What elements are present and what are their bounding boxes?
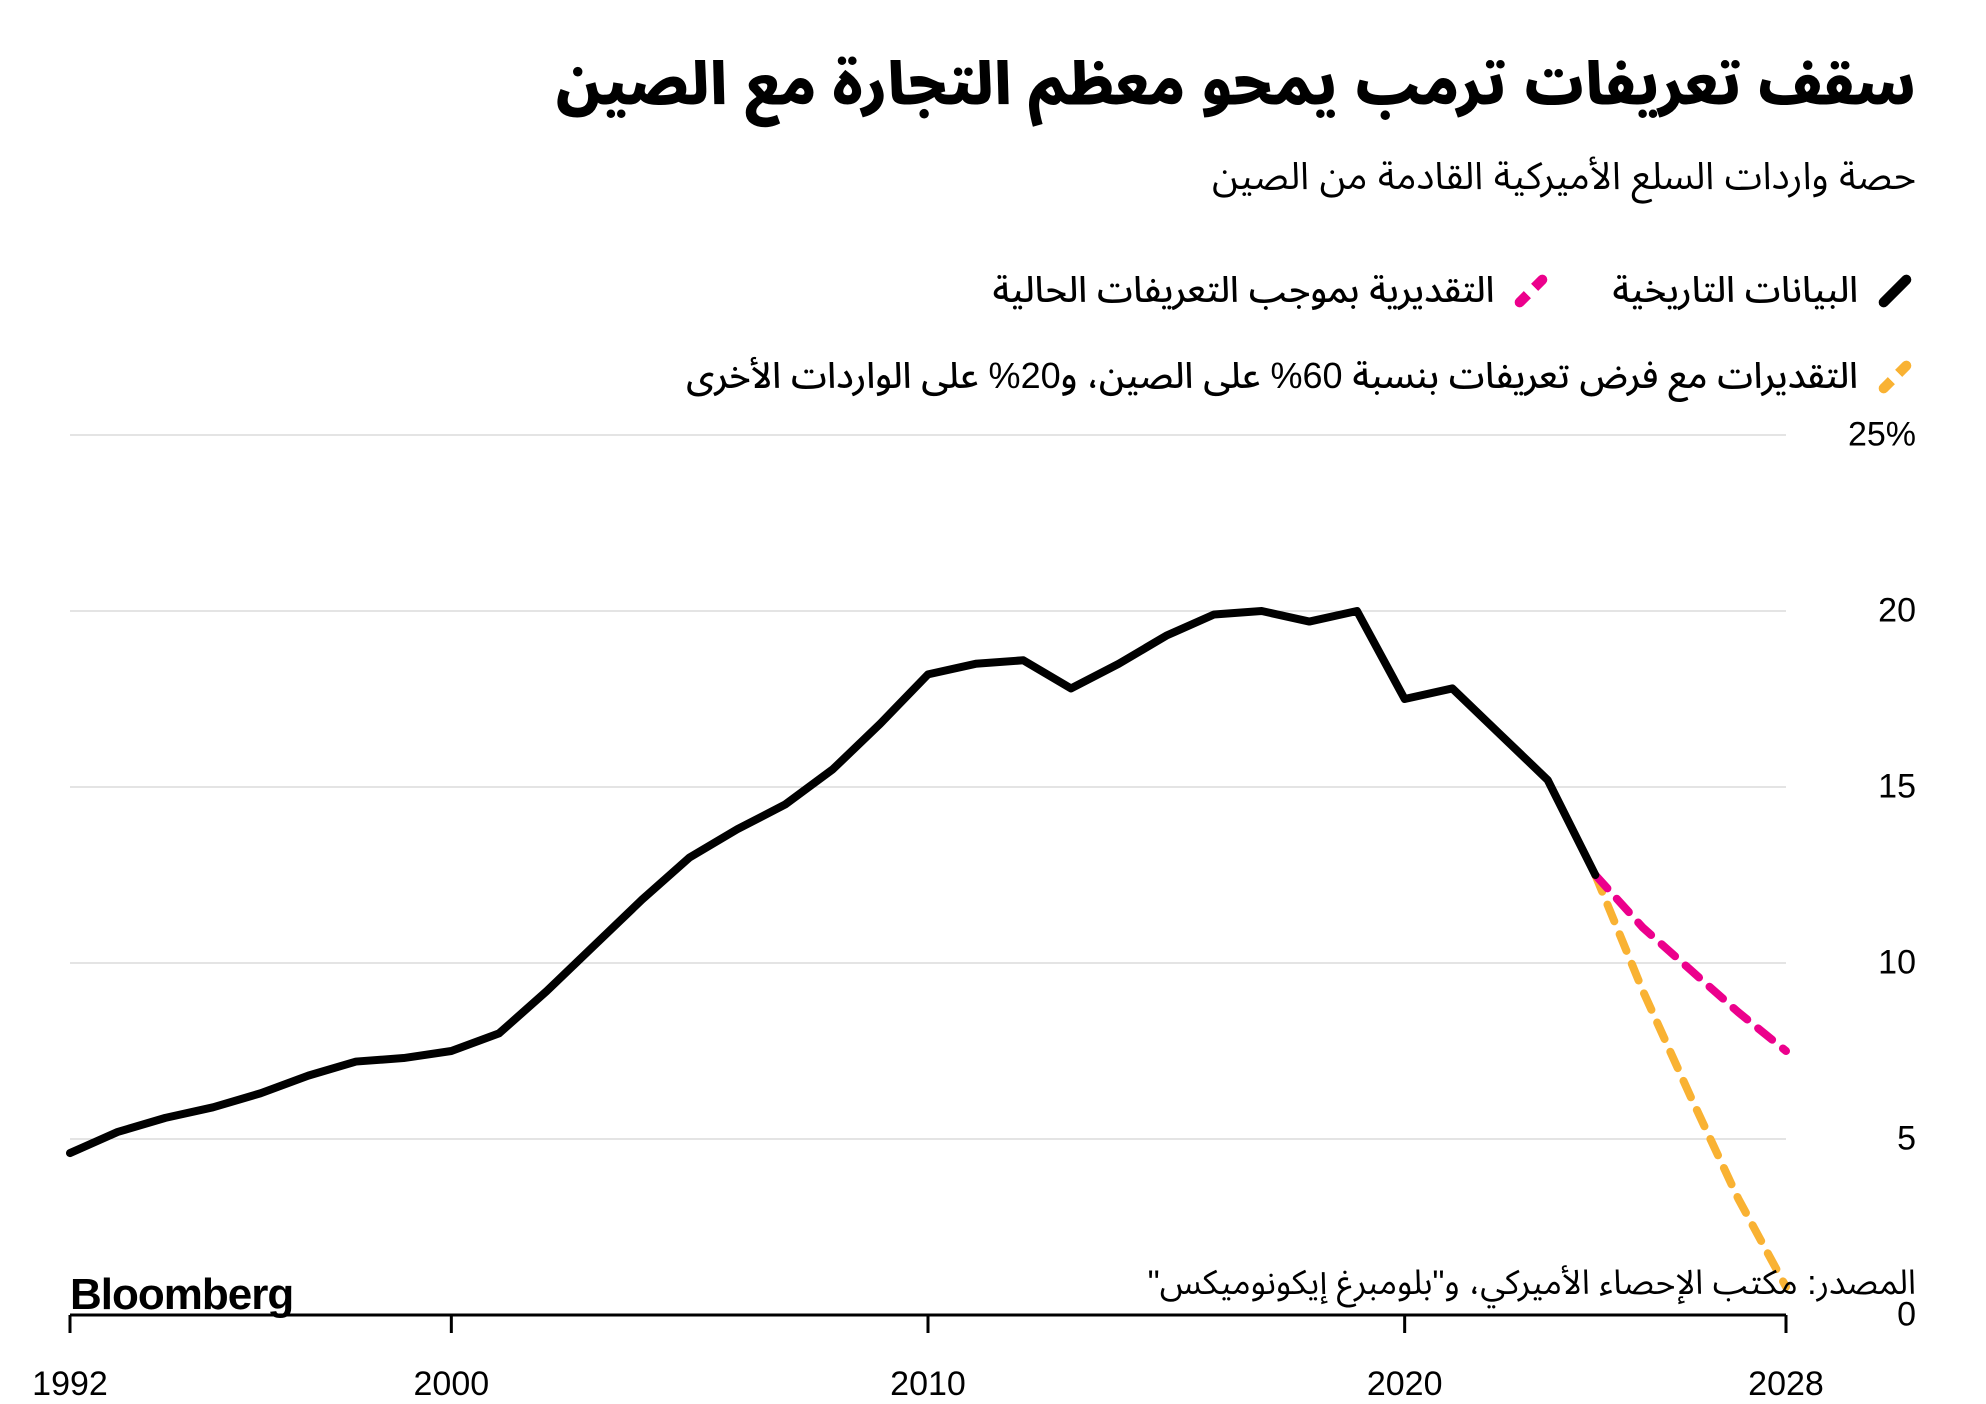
legend-swatch-estimate-tariff <box>1877 358 1914 395</box>
legend-label-estimate-current: التقديرية بموجب التعريفات الحالية <box>993 253 1495 329</box>
x-tick-label: 2010 <box>890 1365 966 1404</box>
x-tick-label: 2020 <box>1367 1365 1443 1404</box>
legend-item-historical: البيانات التاريخية <box>1612 253 1916 329</box>
legend-swatch-historical <box>1877 272 1914 309</box>
x-tick-label: 2000 <box>414 1365 490 1404</box>
brand-logo: Bloomberg <box>70 1270 293 1320</box>
chart-subtitle: حصة واردات السلع الأميركية القادمة من ال… <box>70 138 1916 218</box>
legend-label-estimate-tariff: التقديرات مع فرض تعريفات بنسبة 60% على ا… <box>686 339 1858 415</box>
y-tick-label: 10 <box>1878 943 1916 982</box>
legend-swatch-estimate-current <box>1513 272 1550 309</box>
chart-title: سقف تعريفات ترمب يمحو معظم التجارة مع ال… <box>70 50 1916 120</box>
x-tick-label: 2028 <box>1748 1365 1824 1404</box>
plot-area: 0510152025% 19922000201020202028 <box>70 435 1916 1315</box>
series-historical <box>70 611 1595 1153</box>
y-tick-label: 20 <box>1878 591 1916 630</box>
x-tick-label: 1992 <box>32 1365 108 1404</box>
legend-label-historical: البيانات التاريخية <box>1612 253 1858 329</box>
y-tick-label: 5 <box>1897 1119 1916 1158</box>
chart-footer: Bloomberg المصدر: مكتب الإحصاء الأميركي،… <box>70 1248 1916 1320</box>
y-axis-labels: 0510152025% <box>1806 435 1916 1315</box>
series-estimate_tariff <box>1595 875 1786 1287</box>
legend-item-estimate-tariff: التقديرات مع فرض تعريفات بنسبة 60% على ا… <box>686 339 1916 415</box>
line-chart-svg <box>70 435 1786 1315</box>
y-tick-label: 15 <box>1878 767 1916 806</box>
source-text: المصدر: مكتب الإحصاء الأميركي، و"بلومبرغ… <box>1148 1248 1916 1320</box>
chart-container: سقف تعريفات ترمب يمحو معظم التجارة مع ال… <box>0 0 1986 1360</box>
legend-item-estimate-current: التقديرية بموجب التعريفات الحالية <box>993 253 1553 329</box>
legend: البيانات التاريخية التقديرية بموجب التعر… <box>70 253 1916 415</box>
y-tick-label: 25% <box>1848 415 1916 454</box>
